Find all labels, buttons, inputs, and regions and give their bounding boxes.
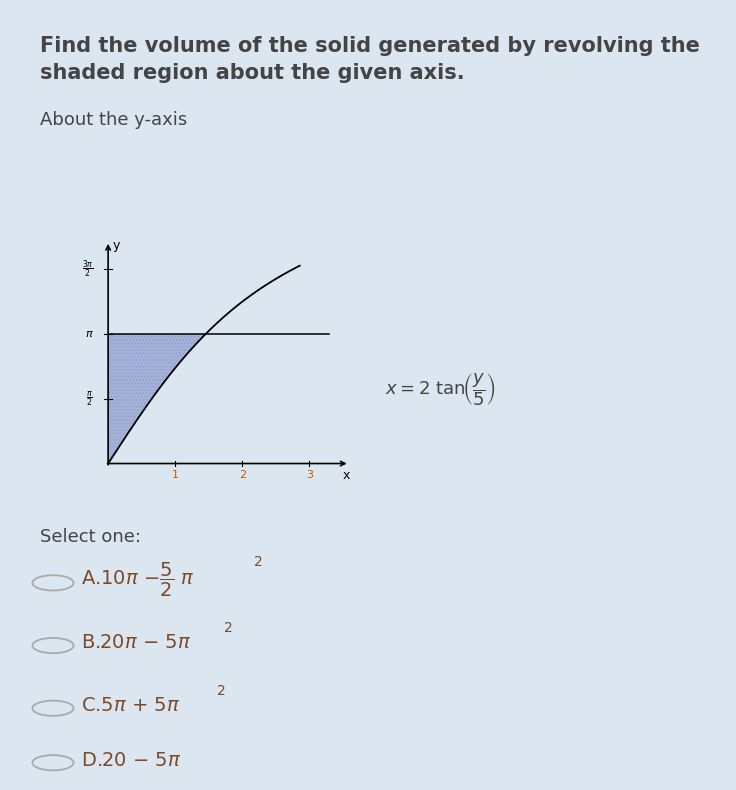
Text: A.10$\pi$ $-\dfrac{5}{2}$ $\pi$: A.10$\pi$ $-\dfrac{5}{2}$ $\pi$ <box>81 561 194 599</box>
Text: 3: 3 <box>306 470 313 480</box>
Text: 2: 2 <box>224 621 233 635</box>
Text: B.20$\pi$ $-$ 5$\pi$: B.20$\pi$ $-$ 5$\pi$ <box>81 634 191 653</box>
Text: $\pi$: $\pi$ <box>85 329 93 339</box>
Text: 2: 2 <box>254 555 263 570</box>
Text: 1: 1 <box>171 470 179 480</box>
Text: 2: 2 <box>217 683 226 698</box>
Text: x: x <box>342 468 350 482</box>
Text: $\frac{3\pi}{2}$: $\frac{3\pi}{2}$ <box>82 258 93 280</box>
Text: About the y-axis: About the y-axis <box>40 111 188 129</box>
Text: $x = 2\ \mathrm{tan}\!\left(\dfrac{y}{5}\right)$: $x = 2\ \mathrm{tan}\!\left(\dfrac{y}{5}… <box>384 371 495 408</box>
Text: D.20 $-$ 5$\pi$: D.20 $-$ 5$\pi$ <box>81 750 181 769</box>
Text: Select one:: Select one: <box>40 529 141 547</box>
Text: shaded region about the given axis.: shaded region about the given axis. <box>40 63 465 83</box>
Text: 2: 2 <box>238 470 246 480</box>
Text: $\frac{\pi}{2}$: $\frac{\pi}{2}$ <box>86 389 93 408</box>
Text: y: y <box>113 239 120 251</box>
Text: C.5$\pi$ $+$ 5$\pi$: C.5$\pi$ $+$ 5$\pi$ <box>81 696 180 715</box>
Text: Find the volume of the solid generated by revolving the: Find the volume of the solid generated b… <box>40 36 701 55</box>
